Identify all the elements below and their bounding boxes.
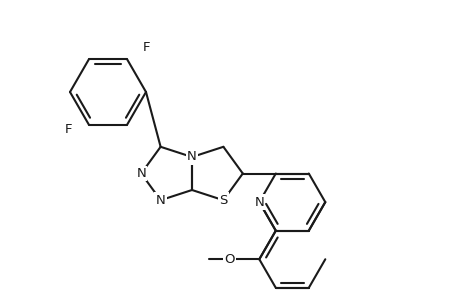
Text: N: N bbox=[187, 151, 196, 164]
Text: F: F bbox=[143, 40, 151, 54]
Text: N: N bbox=[136, 167, 146, 180]
Text: N: N bbox=[254, 196, 263, 208]
Text: O: O bbox=[224, 253, 234, 266]
Text: S: S bbox=[219, 194, 227, 207]
Text: N: N bbox=[156, 194, 165, 207]
Text: F: F bbox=[65, 123, 73, 136]
